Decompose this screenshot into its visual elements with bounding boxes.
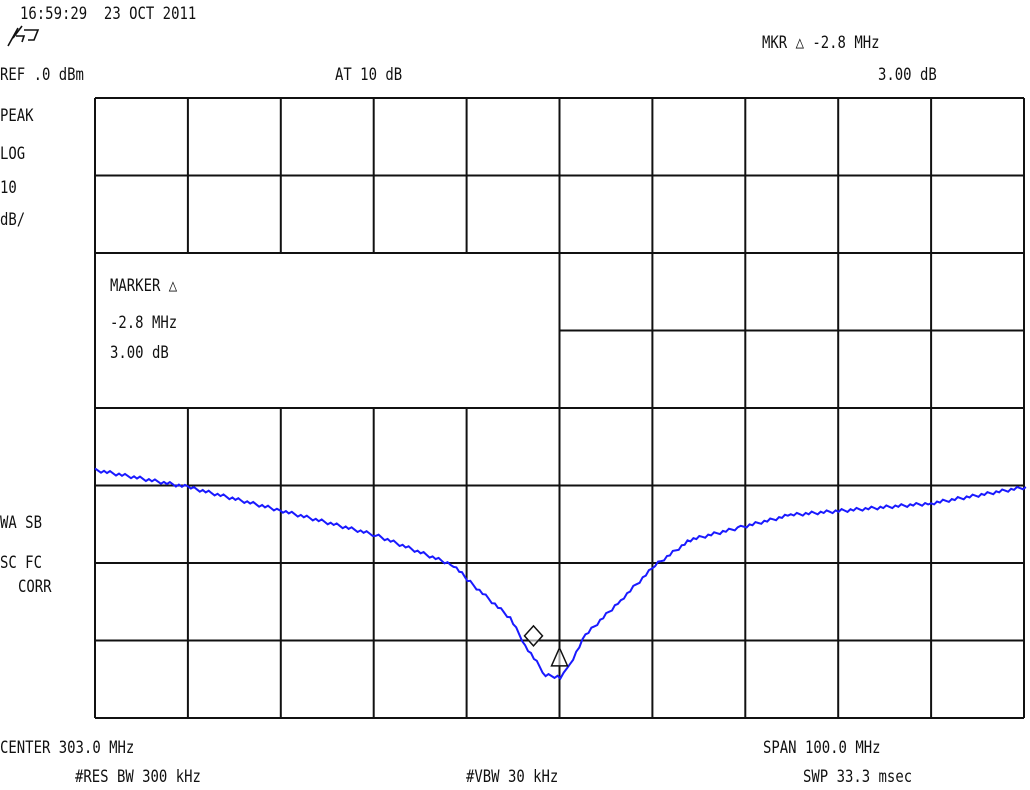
video-bandwidth: #VBW 30 kHz — [466, 767, 559, 787]
marker-box-title: MARKER △ — [110, 276, 178, 296]
marker-readout: MKR △ -2.8 MHz — [762, 33, 880, 53]
flags-corr: CORR — [18, 577, 52, 597]
scale-unit: dB/ — [0, 210, 26, 230]
timestamp: 16:59:29 23 OCT 2011 — [20, 4, 197, 24]
span: SPAN 100.0 MHz — [763, 738, 881, 758]
resolution-bandwidth: #RES BW 300 kHz — [75, 767, 201, 787]
flags-sc-fc: SC FC — [0, 553, 42, 573]
scale-type: LOG — [0, 144, 26, 164]
marker-amplitude: 3.00 dB — [878, 65, 937, 85]
flags-wa-sb: WA SB — [0, 513, 42, 533]
center-frequency: CENTER 303.0 MHz — [0, 738, 135, 758]
marker-box-freq: -2.8 MHz — [110, 313, 178, 333]
attenuation: AT 10 dB — [335, 65, 403, 85]
marker-box-amp: 3.00 dB — [110, 343, 169, 363]
reference-marker-triangle — [550, 646, 569, 667]
trace-line — [94, 467, 1027, 681]
active-marker-diamond — [523, 624, 544, 647]
ref-level: REF .0 dBm — [0, 65, 84, 85]
scale-value: 10 — [0, 178, 17, 198]
marker-box — [94, 252, 561, 409]
sweep-time: SWP 33.3 msec — [803, 767, 913, 787]
detector-mode: PEAK — [0, 106, 34, 126]
hp-logo — [7, 25, 40, 47]
